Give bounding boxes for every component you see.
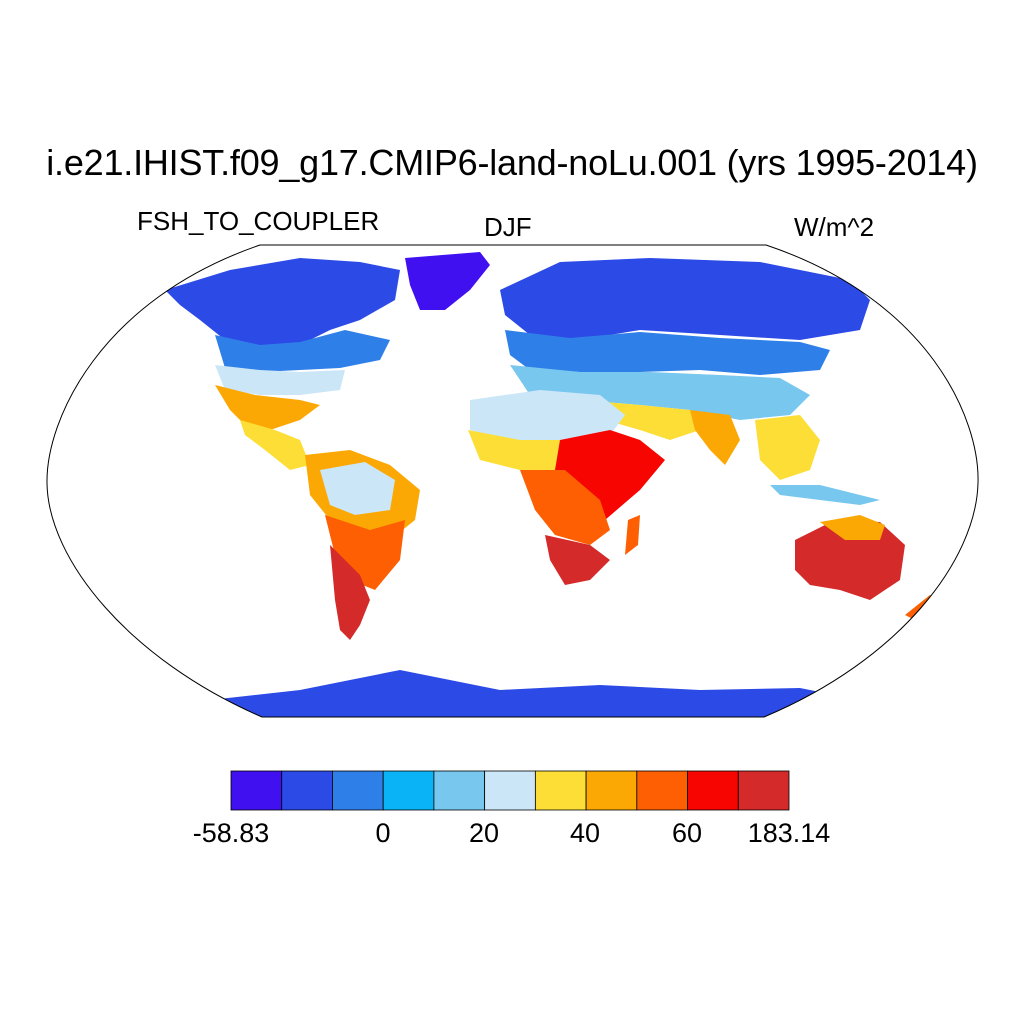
colorbar-swatch (636, 770, 688, 811)
colorbar-swatch (230, 770, 283, 811)
india (690, 410, 740, 465)
southern-africa (545, 535, 610, 585)
amazon (320, 462, 395, 515)
indonesia (770, 485, 880, 505)
south-america-south (330, 545, 370, 640)
colorbar-tick-label: 0 (375, 818, 391, 848)
colorbar-swatch (433, 770, 486, 811)
southeast-asia (755, 415, 820, 480)
eurasia-mid (505, 330, 830, 375)
colorbar-swatch (382, 770, 435, 811)
colorbar-swatch (737, 770, 790, 811)
central-africa (520, 470, 610, 545)
units-label: W/m^2 (794, 212, 875, 242)
eurasia-south (510, 365, 810, 420)
north-america-mid (215, 330, 390, 372)
colorbar-tick-label: -58.83 (192, 818, 270, 848)
colorbar-swatch (687, 770, 739, 811)
colorbar-tick-label: 20 (468, 818, 500, 848)
australia-north (820, 515, 885, 540)
colorbar-swatch (484, 770, 536, 811)
greenland (405, 252, 490, 310)
colorbar-tick-label: 40 (569, 818, 601, 848)
north-america-light (215, 365, 345, 395)
madagascar (625, 515, 640, 555)
colorbar-swatch (585, 770, 638, 811)
antarctica (210, 670, 860, 717)
colorbar-swatch (332, 770, 384, 811)
colorbar-tick-label: 183.14 (747, 818, 831, 848)
colorbar-tick-label: 60 (671, 818, 703, 848)
globe-outline (46, 244, 979, 718)
season-label: DJF (484, 212, 532, 242)
colorbar-swatch (281, 770, 333, 811)
variable-label: FSH_TO_COUPLER (137, 206, 380, 236)
eurasia-north (500, 258, 870, 340)
north-africa (470, 390, 625, 440)
north-america-south (215, 385, 320, 430)
colorbar-swatch (534, 770, 587, 811)
plot-title: i.e21.IHIST.f09_g17.CMIP6-land-noLu.001 … (46, 142, 978, 183)
north-america-north (165, 258, 400, 350)
mexico (240, 420, 310, 470)
